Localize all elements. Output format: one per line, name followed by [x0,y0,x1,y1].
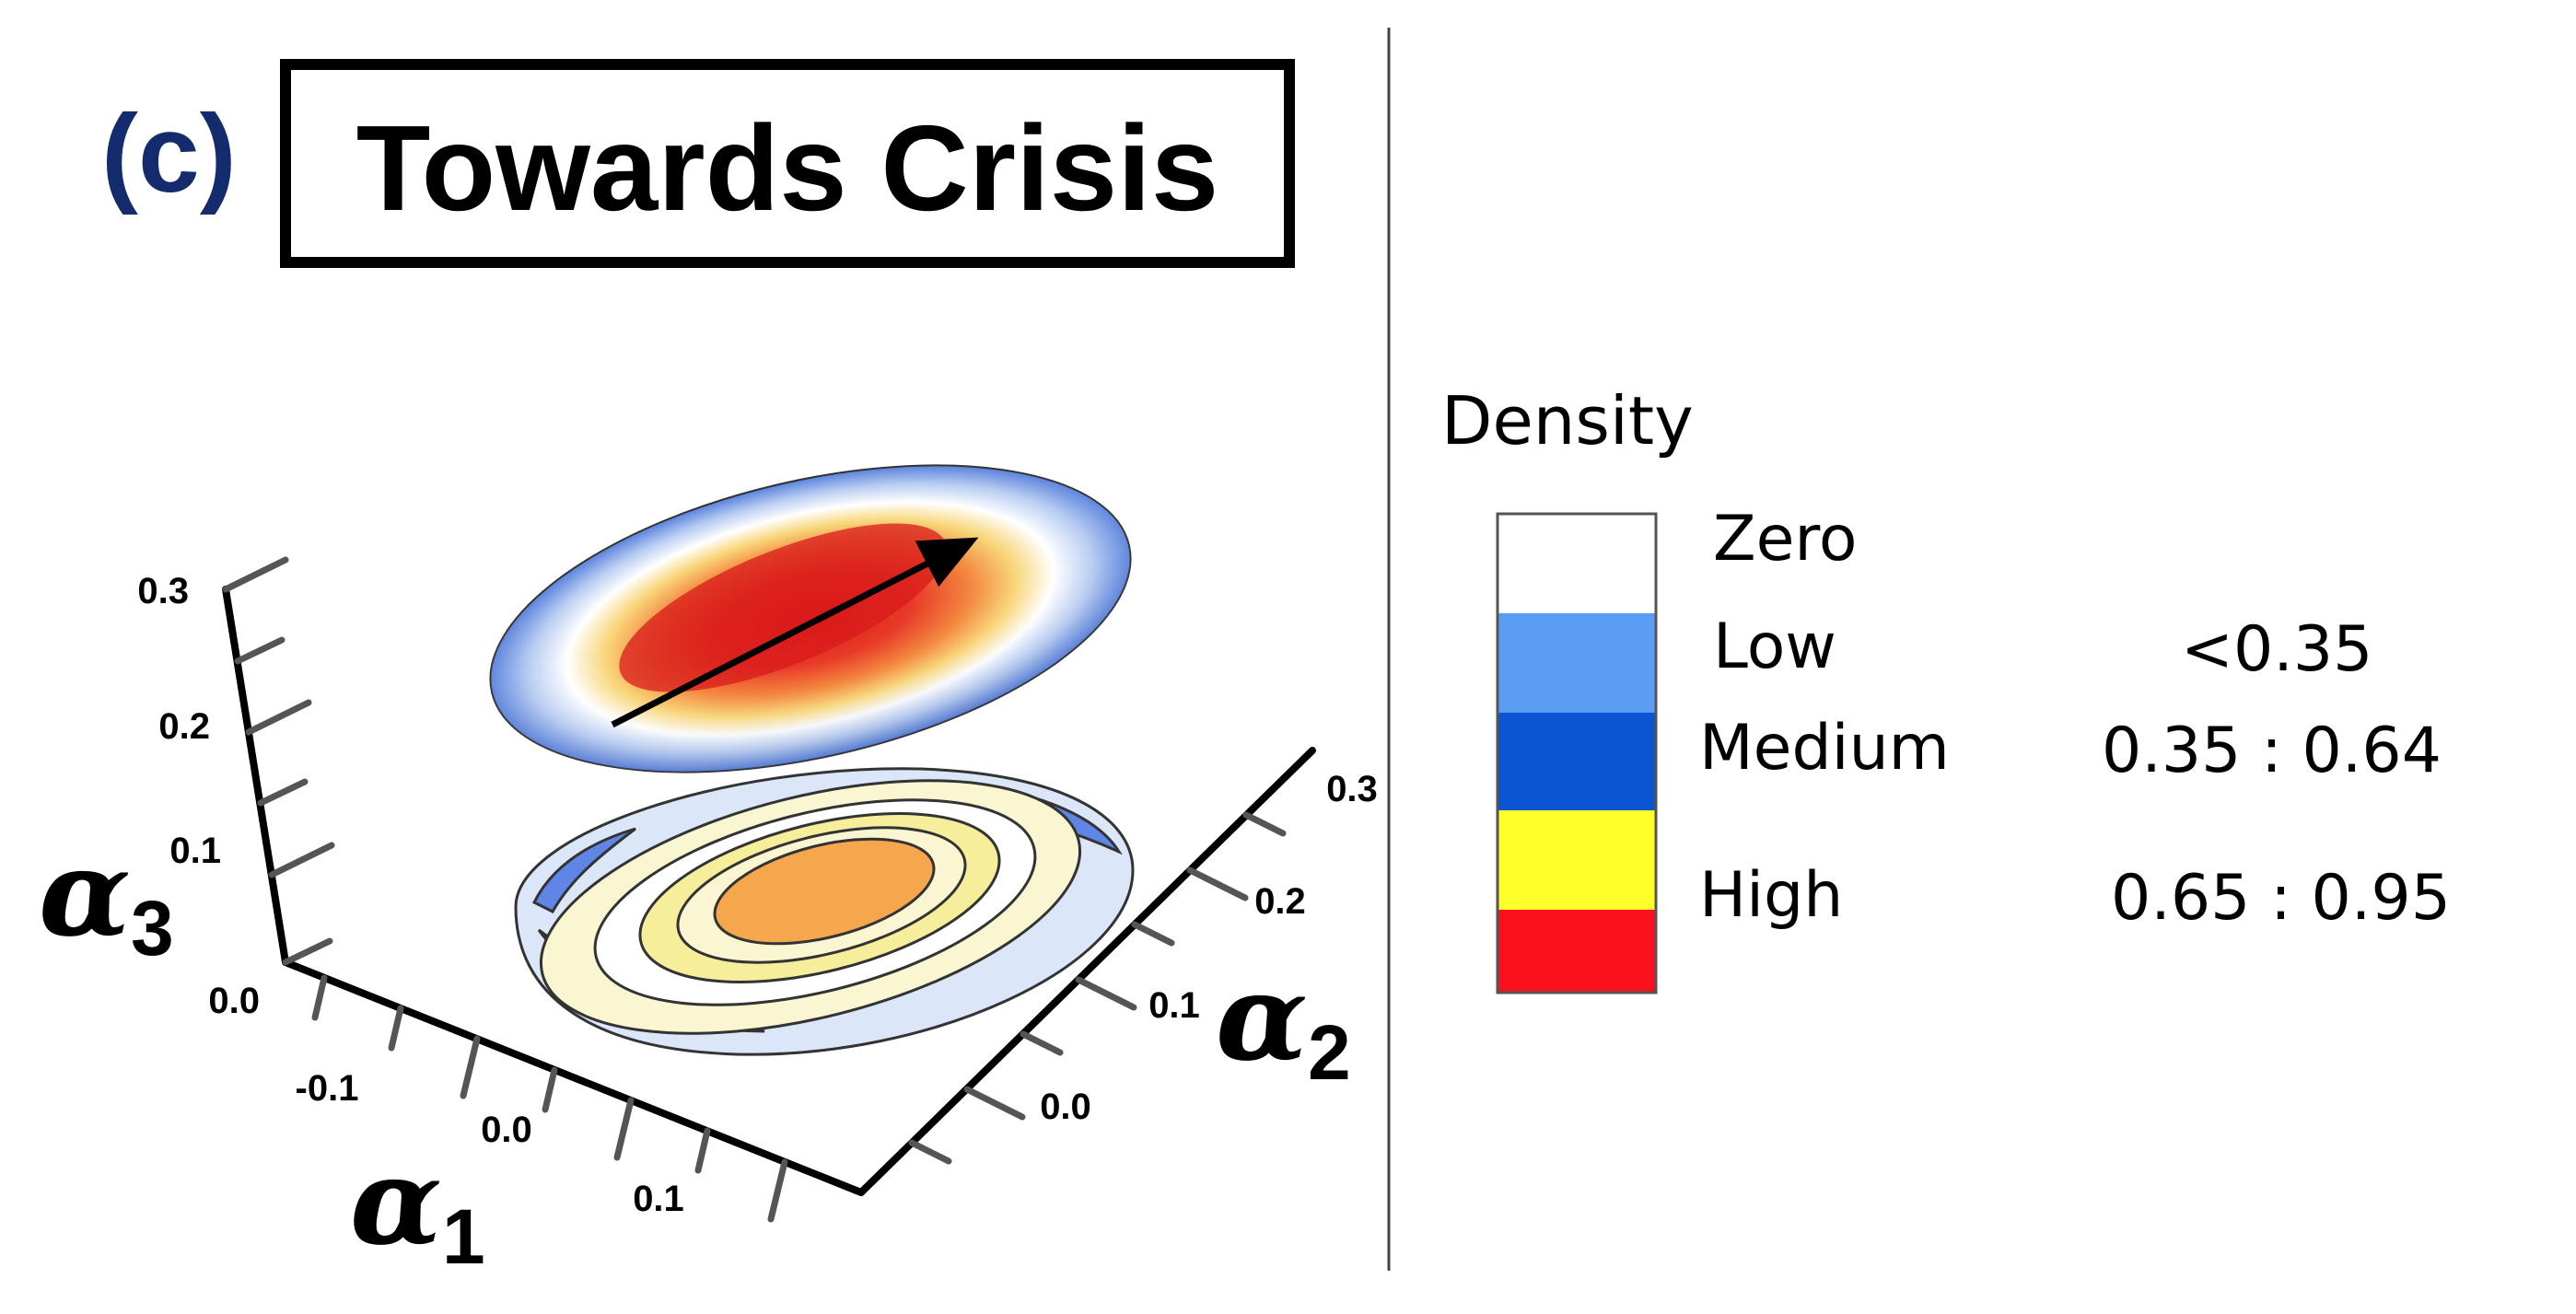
a2-tick-label: 0.1 [1148,985,1200,1026]
axis-titles: α3 α1 α2 [39,822,1351,1280]
legend-label-low: Low [1713,610,1836,683]
legend-title: Density [1441,382,1694,459]
axis-a3-line [222,586,289,966]
axis-title-a2: α2 [1216,947,1351,1096]
legend-swatches [1498,514,1656,993]
axis-a2-line [857,747,1316,1196]
axis-a1-line [282,959,865,1196]
a2-tick-label: 0.2 [1254,881,1306,922]
a3-tick-label: 0.2 [158,706,210,747]
contour-projection [514,767,1135,1056]
a1-tick-label: -0.1 [296,1068,359,1109]
legend-swatch [1498,810,1656,910]
contour-core [713,837,936,946]
legend-label-high: High [1699,859,1843,932]
panel-label: (c) [101,92,237,215]
density-disc [489,464,1132,773]
legend-swatch [1498,910,1656,993]
a3-tick-label: 0.1 [169,831,221,871]
legend-swatch [1498,613,1656,713]
contour-blue-band [531,827,636,913]
title-box [280,59,1295,268]
direction-arrow [611,537,979,728]
legend-range-medium: 0.35 : 0.64 [2102,715,2442,787]
a1-tick-label: 0.0 [481,1110,532,1150]
a2-tick-label: 0.3 [1326,769,1378,809]
disc-core [619,523,947,692]
a3-tick-label: 0.3 [137,571,189,611]
legend-label-zero: Zero [1713,503,1858,576]
panel-title: Towards Crisis [356,100,1219,236]
tick-labels: 0.3 0.2 0.1 0.0 -0.1 0.0 0.1 0.0 0.1 0.2… [137,571,1377,1219]
legend-swatch [1498,713,1656,810]
axes-frame [222,586,1316,1196]
legend-frame [1496,512,1658,994]
a2-tick-label: 0.0 [1040,1087,1091,1127]
legend-label-medium: Medium [1699,712,1950,785]
legend-range-low: <0.35 [2181,613,2372,686]
density-legend: Density Zero Low Medium High <0.35 0.35 … [1441,382,2451,994]
a1-tick-label: 0.1 [633,1179,684,1219]
legend-range-high: 0.65 : 0.95 [2111,862,2451,935]
legend-swatch [1498,514,1656,613]
axis-ticks [222,556,1287,1223]
axis-title-a1: α1 [350,1131,485,1280]
axis-title-a3: α3 [39,822,174,971]
a3-tick-label: 0.0 [208,981,260,1021]
